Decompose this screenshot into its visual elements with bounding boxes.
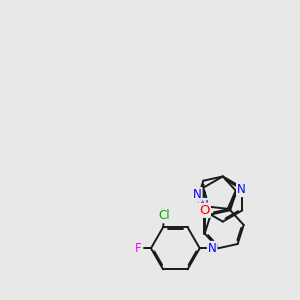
Text: F: F [135,242,142,255]
Text: Cl: Cl [158,209,170,222]
Text: N: N [237,183,246,196]
Text: O: O [200,204,210,217]
Text: N: N [208,242,217,255]
Text: N: N [193,188,202,201]
Text: N: N [200,199,208,212]
